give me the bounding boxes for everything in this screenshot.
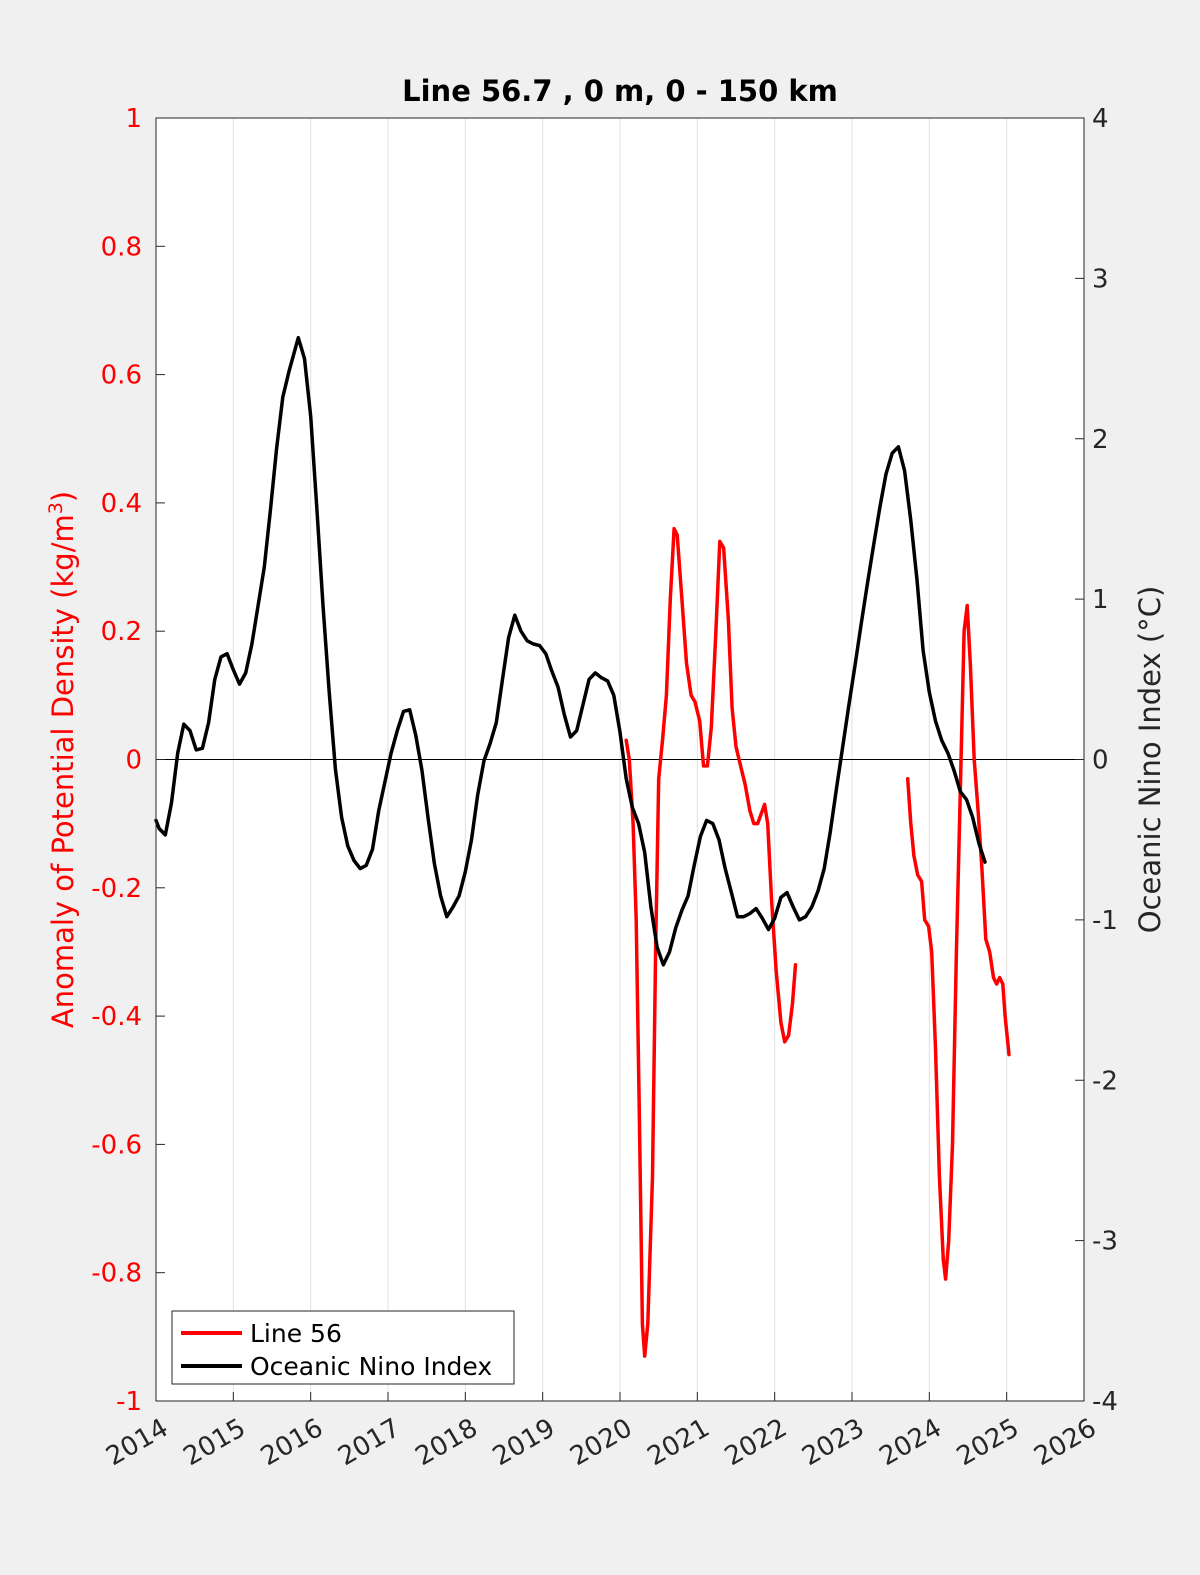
x-tick-label: 2017 (333, 1413, 405, 1472)
x-tick-label: 2024 (875, 1413, 947, 1472)
x-tick-label: 2018 (411, 1413, 483, 1472)
x-tick-label: 2025 (952, 1413, 1024, 1472)
y-right-tick-label: 3 (1092, 264, 1109, 294)
legend-label-line56: Line 56 (250, 1319, 342, 1348)
x-tick-label: 2019 (488, 1413, 560, 1472)
y-right-tick-label: -4 (1092, 1387, 1118, 1417)
legend: Line 56 Oceanic Nino Index (171, 1310, 515, 1385)
x-tick-label: 2020 (565, 1413, 637, 1472)
oni-series-line (154, 335, 987, 967)
y-axis-right-label: Oceanic Nino Index (°C) (1133, 586, 1167, 934)
left-axis: 1 0.8 0.6 0.4 0.2 0 -0.2 -0.4 -0.6 -0.8 -1 (91, 104, 165, 1417)
x-axis: 2014 2015 2016 2017 2018 2019 2020 2021 2022 2023… (101, 1392, 1102, 1472)
y-left-tick-label: 0.4 (101, 489, 142, 519)
x-tick-label: 2016 (256, 1413, 328, 1472)
y-right-tick-label: 0 (1092, 746, 1109, 776)
y-right-tick-label: -1 (1092, 906, 1118, 936)
y-axis-left-label: Anomaly of Potential Density (kg/m3) (45, 491, 80, 1028)
legend-label-oni: Oceanic Nino Index (250, 1352, 492, 1381)
series-layer (154, 335, 1011, 1358)
y-right-tick-label: 2 (1092, 425, 1109, 455)
y-left-tick-label: -0.6 (91, 1130, 142, 1160)
y-left-tick-label: -0.8 (91, 1259, 142, 1289)
x-tick-label: 2022 (720, 1413, 792, 1472)
x-tick-label: 2026 (1029, 1413, 1101, 1472)
x-tick-label: 2023 (797, 1413, 869, 1472)
y-left-tick-label: 1 (125, 104, 142, 134)
y-right-tick-label: -3 (1092, 1227, 1118, 1257)
y-right-tick-label: 4 (1092, 104, 1109, 134)
legend-box (171, 1310, 515, 1385)
y-left-tick-label: -0.4 (91, 1002, 142, 1032)
x-tick-label: 2015 (179, 1413, 251, 1472)
y-right-tick-label: 1 (1092, 585, 1109, 615)
y-left-tick-label: 0.6 (101, 361, 142, 391)
x-tick-label: 2021 (643, 1413, 715, 1472)
y-left-tick-label: -0.2 (91, 874, 142, 904)
x-tick-label: 2014 (101, 1413, 173, 1472)
chart-title: Line 56.7 , 0 m, 0 - 150 km (402, 74, 838, 108)
y-left-tick-label: 0.8 (101, 232, 142, 262)
right-axis: 4 3 2 1 0 -1 -2 -3 -4 (1075, 104, 1118, 1417)
line56-series-line (905, 603, 1011, 1281)
y-left-tick-label: -1 (116, 1387, 142, 1417)
line56-series-line (624, 526, 798, 1358)
y-right-tick-label: -2 (1092, 1066, 1118, 1096)
y-left-tick-label: 0 (125, 746, 142, 776)
y-left-tick-label: 0.2 (101, 617, 142, 647)
